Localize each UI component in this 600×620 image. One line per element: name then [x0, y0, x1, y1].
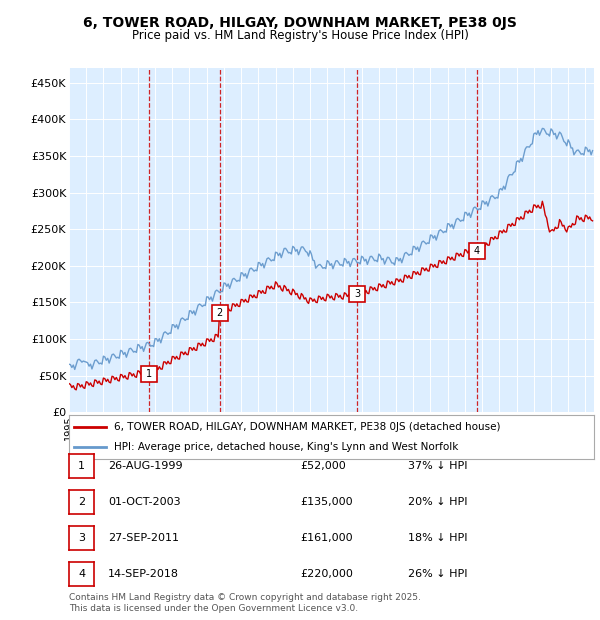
Text: 20% ↓ HPI: 20% ↓ HPI: [408, 497, 467, 507]
Text: 27-SEP-2011: 27-SEP-2011: [108, 533, 179, 543]
Text: 1: 1: [78, 461, 85, 471]
Text: £52,000: £52,000: [300, 461, 346, 471]
Text: 3: 3: [78, 533, 85, 543]
Text: Price paid vs. HM Land Registry's House Price Index (HPI): Price paid vs. HM Land Registry's House …: [131, 29, 469, 42]
Text: 4: 4: [474, 246, 480, 256]
Text: 3: 3: [354, 290, 360, 299]
Text: £135,000: £135,000: [300, 497, 353, 507]
Text: £161,000: £161,000: [300, 533, 353, 543]
Text: 2: 2: [78, 497, 85, 507]
Text: Contains HM Land Registry data © Crown copyright and database right 2025.
This d: Contains HM Land Registry data © Crown c…: [69, 593, 421, 613]
Text: 6, TOWER ROAD, HILGAY, DOWNHAM MARKET, PE38 0JS (detached house): 6, TOWER ROAD, HILGAY, DOWNHAM MARKET, P…: [113, 422, 500, 432]
Text: 2: 2: [217, 309, 223, 319]
Text: 26% ↓ HPI: 26% ↓ HPI: [408, 569, 467, 579]
Text: 37% ↓ HPI: 37% ↓ HPI: [408, 461, 467, 471]
Text: 14-SEP-2018: 14-SEP-2018: [108, 569, 179, 579]
Text: 1: 1: [146, 370, 152, 379]
Text: 26-AUG-1999: 26-AUG-1999: [108, 461, 182, 471]
Text: £220,000: £220,000: [300, 569, 353, 579]
Text: HPI: Average price, detached house, King's Lynn and West Norfolk: HPI: Average price, detached house, King…: [113, 442, 458, 452]
Text: 18% ↓ HPI: 18% ↓ HPI: [408, 533, 467, 543]
Text: 01-OCT-2003: 01-OCT-2003: [108, 497, 181, 507]
Text: 6, TOWER ROAD, HILGAY, DOWNHAM MARKET, PE38 0JS: 6, TOWER ROAD, HILGAY, DOWNHAM MARKET, P…: [83, 16, 517, 30]
Text: 4: 4: [78, 569, 85, 579]
